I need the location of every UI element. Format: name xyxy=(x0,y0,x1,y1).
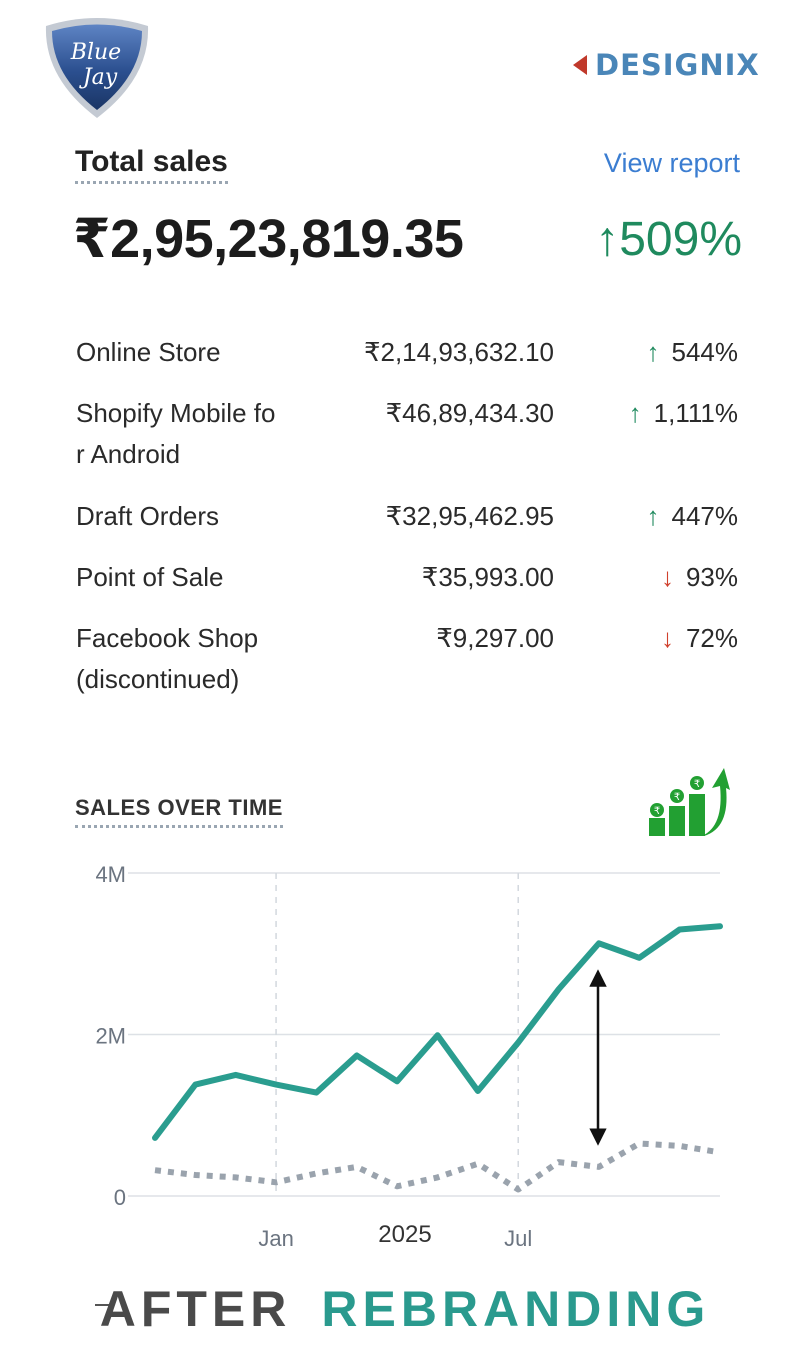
logo-text-blue: Blue xyxy=(70,40,121,65)
svg-text:₹: ₹ xyxy=(654,806,660,817)
sales-over-time-title: SALES OVER TIME xyxy=(75,795,283,828)
channel-change: ↓ 72% xyxy=(660,623,738,653)
channel-name: Shopify Mobile for Android xyxy=(76,398,276,469)
total-sales-change: ↑509% xyxy=(595,213,742,266)
arrow-up-icon: ↑ xyxy=(628,398,642,428)
channel-name: Facebook Shop (discontinued) xyxy=(76,623,259,694)
total-sales-title: Total sales xyxy=(75,145,228,184)
channel-name: Online Store xyxy=(76,337,221,367)
y-tick-label: 0 xyxy=(114,1185,126,1210)
channel-amount: ₹2,14,93,632.10 xyxy=(363,337,554,367)
sales-over-time-chart: 4M 2M 0 Jan Jul 2025 xyxy=(95,862,723,1251)
logo-text-jay: Jay xyxy=(79,65,118,90)
svg-text:₹: ₹ xyxy=(674,792,680,803)
rupee-growth-chart-icon: ₹ ₹ ₹ xyxy=(649,768,730,836)
series-line-current xyxy=(152,923,723,1141)
x-tick-label: Jan xyxy=(258,1226,293,1251)
logo-mark-icon xyxy=(573,55,587,75)
channel-name: Draft Orders xyxy=(76,501,220,531)
footer-word-after: AFTER xyxy=(99,1281,292,1337)
svg-text:₹: ₹ xyxy=(694,779,700,790)
channel-change: ↑ 1,111% xyxy=(628,398,738,428)
footer-word-rebranding: REBRANDING xyxy=(321,1281,711,1337)
arrow-down-icon: ↓ xyxy=(660,623,674,653)
view-report-link[interactable]: View report xyxy=(603,148,740,178)
y-tick-label: 4M xyxy=(95,862,126,887)
x-year-label: 2025 xyxy=(378,1221,431,1248)
designix-logo-text: DESIGNIX xyxy=(595,48,760,82)
channel-name: Point of Sale xyxy=(76,562,224,592)
arrow-down-icon: ↓ xyxy=(660,562,674,592)
y-tick-label: 2M xyxy=(95,1024,126,1049)
series-line-previous xyxy=(154,1140,721,1193)
designix-logo: DESIGNIX xyxy=(573,40,773,86)
channel-change: ↑ 544% xyxy=(646,337,739,367)
footer-heading: AFTER REBRANDING xyxy=(0,1280,810,1338)
arrow-up-icon: ↑ xyxy=(646,501,660,531)
blue-jay-logo: Blue Jay xyxy=(45,18,149,118)
arrow-up-icon: ↑ xyxy=(646,337,660,367)
channel-amount: ₹35,993.00 xyxy=(421,562,554,592)
channel-amount: ₹32,95,462.95 xyxy=(385,501,554,531)
channel-change: ↑ 447% xyxy=(646,501,739,531)
footer-dash xyxy=(95,1304,113,1306)
channel-amount: ₹46,89,434.30 xyxy=(385,398,554,428)
channel-amount: ₹9,297.00 xyxy=(436,623,554,653)
total-sales-value: ₹2,95,23,819.35 xyxy=(73,209,464,269)
x-tick-label: Jul xyxy=(504,1226,532,1251)
channel-change: ↓ 93% xyxy=(660,562,738,592)
